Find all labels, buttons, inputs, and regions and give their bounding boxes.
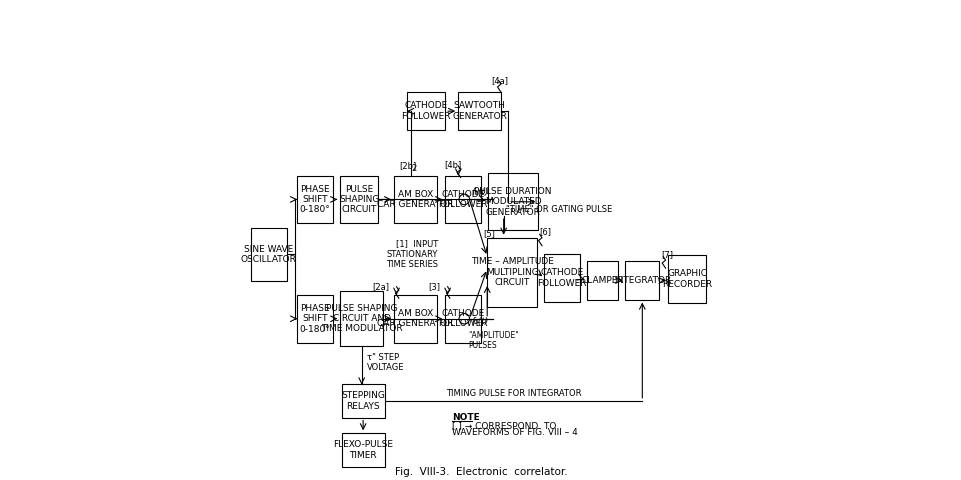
Text: [5]: [5] <box>482 229 495 238</box>
FancyBboxPatch shape <box>487 173 538 230</box>
FancyBboxPatch shape <box>340 176 378 223</box>
Text: [7]: [7] <box>660 250 672 259</box>
Text: [4a]: [4a] <box>491 76 508 85</box>
Text: AM BOX
CAR GENERATOR: AM BOX CAR GENERATOR <box>377 309 454 328</box>
Text: PHASE
SHIFT
0-180°: PHASE SHIFT 0-180° <box>300 184 331 215</box>
Text: 2: 2 <box>411 164 417 173</box>
Text: STEPPING
RELAYS: STEPPING RELAYS <box>341 391 384 410</box>
FancyBboxPatch shape <box>407 92 445 130</box>
Text: CATHODE
FOLLOWER: CATHODE FOLLOWER <box>438 190 487 209</box>
Text: Fig.  VIII-3.  Electronic  correlator.: Fig. VIII-3. Electronic correlator. <box>394 467 567 477</box>
Text: PULSE DURATION
MODULATED
GENERATOR: PULSE DURATION MODULATED GENERATOR <box>474 187 552 217</box>
FancyBboxPatch shape <box>251 228 286 281</box>
FancyBboxPatch shape <box>394 176 436 223</box>
FancyBboxPatch shape <box>445 295 480 343</box>
Text: FLEXO-PULSE
TIMER: FLEXO-PULSE TIMER <box>333 440 393 460</box>
Text: τ" STEP
VOLTAGE: τ" STEP VOLTAGE <box>367 353 405 372</box>
Text: PULSE
SHAPING
CIRCUIT: PULSE SHAPING CIRCUIT <box>339 184 379 215</box>
FancyBboxPatch shape <box>297 176 333 223</box>
Text: CATHODE
FOLLOWER: CATHODE FOLLOWER <box>537 268 586 288</box>
FancyBboxPatch shape <box>394 295 436 343</box>
Text: CLAMPER: CLAMPER <box>580 276 623 285</box>
Text: WAVEFORMS OF FIG. VIII – 4: WAVEFORMS OF FIG. VIII – 4 <box>452 428 578 437</box>
Text: [ ] → CORRESPOND  TO: [ ] → CORRESPOND TO <box>452 421 556 430</box>
Text: [2b]: [2b] <box>399 161 416 170</box>
Text: NOTE: NOTE <box>452 413 480 422</box>
Text: "AMPLITUDE"
PULSES: "AMPLITUDE" PULSES <box>467 331 518 350</box>
FancyBboxPatch shape <box>486 238 537 307</box>
FancyBboxPatch shape <box>340 291 382 346</box>
FancyBboxPatch shape <box>341 384 384 418</box>
Text: "TIME" OR GATING PULSE: "TIME" OR GATING PULSE <box>505 205 611 214</box>
Text: CATHODE
FOLLOWER: CATHODE FOLLOWER <box>438 309 487 328</box>
Text: PHASE
SHIFT
0-180°: PHASE SHIFT 0-180° <box>300 304 331 334</box>
Text: PULSE SHAPING
CIRCUIT AND
TIME MODULATOR: PULSE SHAPING CIRCUIT AND TIME MODULATOR <box>321 304 402 334</box>
Text: SAWTOOTH
GENERATOR: SAWTOOTH GENERATOR <box>452 101 506 121</box>
FancyBboxPatch shape <box>341 433 384 467</box>
FancyBboxPatch shape <box>445 176 480 223</box>
FancyBboxPatch shape <box>586 262 617 300</box>
Text: TIMING PULSE FOR INTEGRATOR: TIMING PULSE FOR INTEGRATOR <box>445 389 580 398</box>
Text: INTEGRATOR: INTEGRATOR <box>613 276 670 285</box>
Text: [3]: [3] <box>428 282 440 291</box>
Text: [6]: [6] <box>539 227 551 236</box>
Text: TIME – AMPLITUDE
MULTIPLING
CIRCUIT: TIME – AMPLITUDE MULTIPLING CIRCUIT <box>470 257 554 287</box>
Text: f₁(t): f₁(t) <box>471 188 488 197</box>
Text: CATHODE
FOLLOWER: CATHODE FOLLOWER <box>401 101 451 121</box>
FancyBboxPatch shape <box>625 262 659 300</box>
Text: [2a]: [2a] <box>372 282 389 291</box>
Text: f₂(t): f₂(t) <box>471 316 488 325</box>
FancyBboxPatch shape <box>297 295 333 343</box>
FancyBboxPatch shape <box>544 254 579 302</box>
Text: [1]  INPUT
STATIONARY
TIME SERIES: [1] INPUT STATIONARY TIME SERIES <box>385 240 437 269</box>
Text: [4b]: [4b] <box>444 160 460 169</box>
Text: GRAPHIC
RECORDER: GRAPHIC RECORDER <box>661 269 711 289</box>
FancyBboxPatch shape <box>457 92 501 130</box>
Text: SINE WAVE
OSCILLATOR: SINE WAVE OSCILLATOR <box>240 245 297 264</box>
Text: AM BOX
CAR GENERATOR: AM BOX CAR GENERATOR <box>377 190 454 209</box>
FancyBboxPatch shape <box>667 255 705 303</box>
